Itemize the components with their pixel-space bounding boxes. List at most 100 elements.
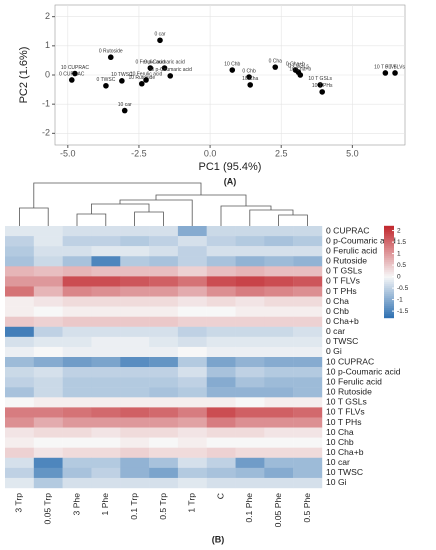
row-label: 10 Rutoside: [326, 387, 372, 397]
heat-cell: [91, 346, 121, 358]
heat-cell: [293, 266, 323, 277]
heat-cell: [62, 397, 92, 408]
heat-cell: [149, 306, 179, 317]
heat-cell: [62, 387, 92, 398]
heat-cell: [62, 407, 92, 418]
legend-swatch: [384, 273, 394, 277]
heat-cell: [149, 467, 179, 479]
heat-cell: [33, 306, 63, 317]
heat-cell: [177, 286, 207, 297]
point: [382, 70, 389, 76]
heat-cell: [293, 246, 323, 257]
heat-cell: [235, 427, 265, 438]
point: [147, 65, 154, 71]
legend-swatch: [384, 259, 394, 263]
heat-cell: [235, 306, 265, 317]
heat-cell: [91, 427, 121, 438]
heat-cell: [149, 246, 179, 257]
heat-cell: [235, 457, 265, 469]
heat-cell: [120, 326, 150, 338]
legend-swatch: [384, 251, 394, 255]
legend-tick-label: -1: [397, 296, 403, 303]
point: [247, 82, 254, 88]
heat-cell: [33, 276, 63, 287]
row-label: 10 car: [326, 457, 350, 467]
heat-cell: [206, 457, 236, 469]
heat-cell: [5, 357, 35, 368]
heat-cell: [5, 336, 35, 348]
legend-swatch: [384, 255, 394, 259]
heat-cell: [33, 326, 63, 338]
legend-tick-label: 1.5: [397, 239, 406, 246]
heat-cell: [206, 417, 236, 428]
heat-cell: [177, 256, 207, 267]
point: [68, 77, 75, 83]
heat-cell: [149, 397, 179, 408]
point-label: 0 car: [154, 32, 165, 38]
point-label: 0 TWSC: [97, 77, 116, 83]
legend-swatch: [384, 225, 394, 229]
point-label: 10 Cha+b: [289, 66, 311, 72]
heat-cell: [177, 467, 207, 479]
heat-cell: [235, 266, 265, 277]
heat-cell: [33, 377, 63, 388]
heat-cell: [149, 417, 179, 428]
point-label: 10 Ferulic acid: [130, 71, 163, 77]
heat-cell: [120, 377, 150, 388]
column-label: 1 Trp: [187, 493, 197, 513]
heat-cell: [293, 467, 323, 479]
heat-cell: [5, 246, 35, 257]
row-label: 0 Gi: [326, 346, 342, 356]
row-label: 10 T GSLs: [326, 397, 367, 407]
heat-cell: [206, 377, 236, 388]
heat-cell: [5, 387, 35, 398]
heat-cell: [33, 427, 63, 438]
heat-cell: [149, 387, 179, 398]
heat-cell: [293, 417, 323, 428]
row-label: 10 Ferulic acid: [326, 376, 382, 386]
heat-cell: [120, 296, 150, 307]
heat-cell: [5, 296, 35, 307]
heat-cell: [293, 346, 323, 358]
heat-cell: [206, 336, 236, 348]
heat-cell: [120, 256, 150, 267]
heat-cell: [264, 326, 294, 338]
column-label: 0.1 Phe: [244, 493, 254, 523]
legend-swatch: [384, 253, 394, 257]
heat-cell: [235, 387, 265, 398]
heat-cell: [120, 336, 150, 348]
column-label: 1 Phe: [100, 493, 110, 516]
heat-cell: [33, 417, 63, 428]
legend-swatch: [384, 311, 394, 315]
heat-cell: [177, 417, 207, 428]
point: [103, 82, 109, 89]
legend-swatch: [384, 233, 394, 237]
legend-tick-label: -0.5: [397, 285, 409, 292]
row-label: 0 Chb: [326, 306, 349, 316]
x-tick-label: 0.0: [204, 148, 217, 158]
heat-cell: [62, 336, 92, 348]
legend-swatch: [384, 289, 394, 293]
heat-cell: [62, 226, 92, 237]
heat-cell: [264, 336, 294, 348]
heat-cell: [33, 477, 63, 489]
heat-cell: [235, 477, 265, 489]
heat-cell: [206, 246, 236, 257]
heat-cell: [264, 246, 294, 257]
point-label: 10 p-Coumaric acid: [149, 67, 193, 73]
heat-cell: [293, 437, 323, 448]
point: [246, 74, 252, 80]
heat-cell: [149, 407, 179, 418]
heat-cell: [149, 477, 179, 489]
heat-cell: [91, 256, 121, 267]
heat-cell: [235, 346, 265, 358]
heat-cell: [235, 447, 265, 458]
legend-swatch: [384, 263, 394, 267]
heat-cell: [264, 417, 294, 428]
heat-cell: [293, 286, 323, 297]
heat-cell: [5, 467, 35, 479]
heat-cell: [5, 276, 35, 287]
heat-cell: [177, 296, 207, 307]
point: [392, 70, 398, 76]
heat-cell: [120, 447, 150, 458]
